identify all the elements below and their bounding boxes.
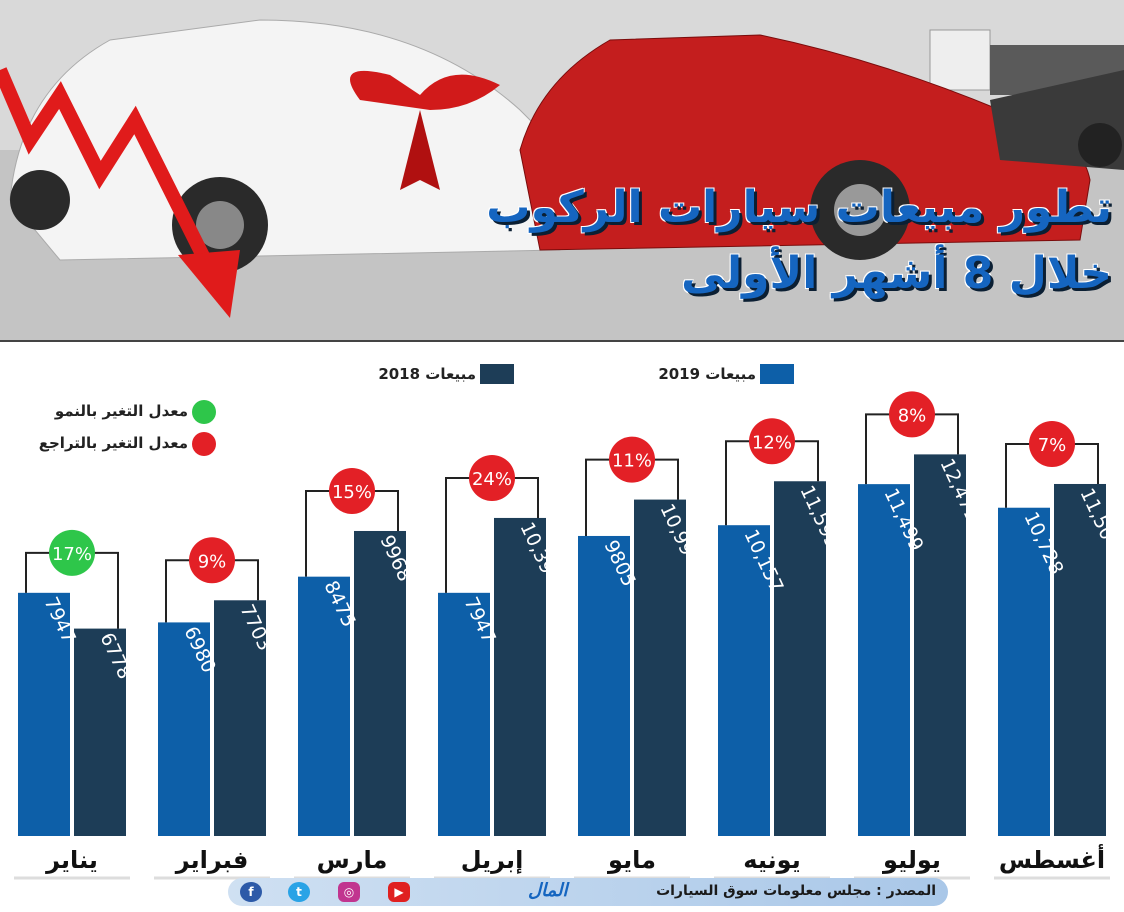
legend-decline-dot — [192, 432, 216, 456]
legend-swatch-2018 — [480, 364, 514, 384]
change-circle — [749, 418, 795, 465]
title-line-1: تطور مبيعات سيارات الركوب — [486, 182, 1112, 233]
month-label: يناير — [45, 846, 98, 874]
bar-2019 — [438, 592, 490, 836]
bar-2019 — [298, 576, 350, 836]
bar-2018 — [494, 517, 546, 836]
youtube-icon[interactable]: ▶ — [388, 882, 410, 902]
legend-label-2018: مبيعات 2018 — [378, 365, 476, 383]
change-label: 11% — [612, 451, 652, 472]
legend-growth-label: معدل التغير بالنمو — [54, 402, 188, 420]
change-label: 7% — [1038, 435, 1067, 456]
footer-bar: f t ◎ ▶ المال المصدر : مجلس معلومات سوق … — [228, 878, 948, 906]
title-line-2: خلال 8 أشهر الأولى — [681, 248, 1112, 299]
bar-2019 — [858, 484, 910, 836]
legend-growth-dot — [192, 400, 216, 424]
bar-2018 — [354, 530, 406, 836]
month-label: يوليو — [882, 846, 941, 874]
bar-2018 — [214, 600, 266, 836]
bar-2019 — [158, 622, 210, 836]
month-label: مارس — [317, 846, 388, 874]
legend-swatch-2019 — [760, 364, 794, 384]
month-label: مايو — [607, 846, 656, 874]
change-label: 12% — [752, 432, 792, 453]
change-label: 24% — [472, 469, 512, 490]
change-circle — [189, 537, 235, 584]
publisher-logo: المال — [528, 880, 568, 901]
change-circle — [609, 436, 655, 483]
bar-2018 — [634, 499, 686, 836]
facebook-icon[interactable]: f — [240, 882, 262, 902]
instagram-icon[interactable]: ◎ — [338, 882, 360, 902]
bar-2019 — [578, 535, 630, 836]
month-label: أغسطس — [999, 844, 1105, 874]
month-label: فبراير — [175, 846, 249, 874]
header-illustration — [0, 0, 1124, 340]
change-label: 15% — [332, 482, 372, 503]
bar-2019 — [18, 592, 70, 836]
change-circle — [469, 454, 515, 501]
change-circle — [1029, 420, 1075, 467]
twitter-icon[interactable]: t — [288, 882, 310, 902]
change-label: 9% — [198, 551, 227, 572]
chart-area: مبيعات 2018 مبيعات 2019 معدل التغير بالن… — [0, 344, 1124, 912]
month-label: إبريل — [461, 846, 524, 874]
bar-2019 — [998, 507, 1050, 836]
header-banner: تطور مبيعات سيارات الركوب خلال 8 أشهر ال… — [0, 0, 1124, 342]
bar-2018 — [914, 454, 966, 836]
legend-label-2019: مبيعات 2019 — [658, 365, 756, 383]
month-label: يونيه — [743, 846, 800, 874]
change-label: 17% — [52, 544, 92, 565]
bar-2018 — [1054, 483, 1106, 836]
change-circle — [889, 391, 935, 438]
change-label: 8% — [898, 405, 927, 426]
change-circle — [49, 529, 95, 576]
source-text: المصدر : مجلس معلومات سوق السيارات — [656, 883, 936, 899]
bar-2018 — [74, 628, 126, 836]
bar-2018 — [774, 481, 826, 836]
legend-decline-label: معدل التغير بالتراجع — [38, 434, 188, 452]
change-circle — [329, 467, 375, 514]
bar-2019 — [718, 525, 770, 836]
